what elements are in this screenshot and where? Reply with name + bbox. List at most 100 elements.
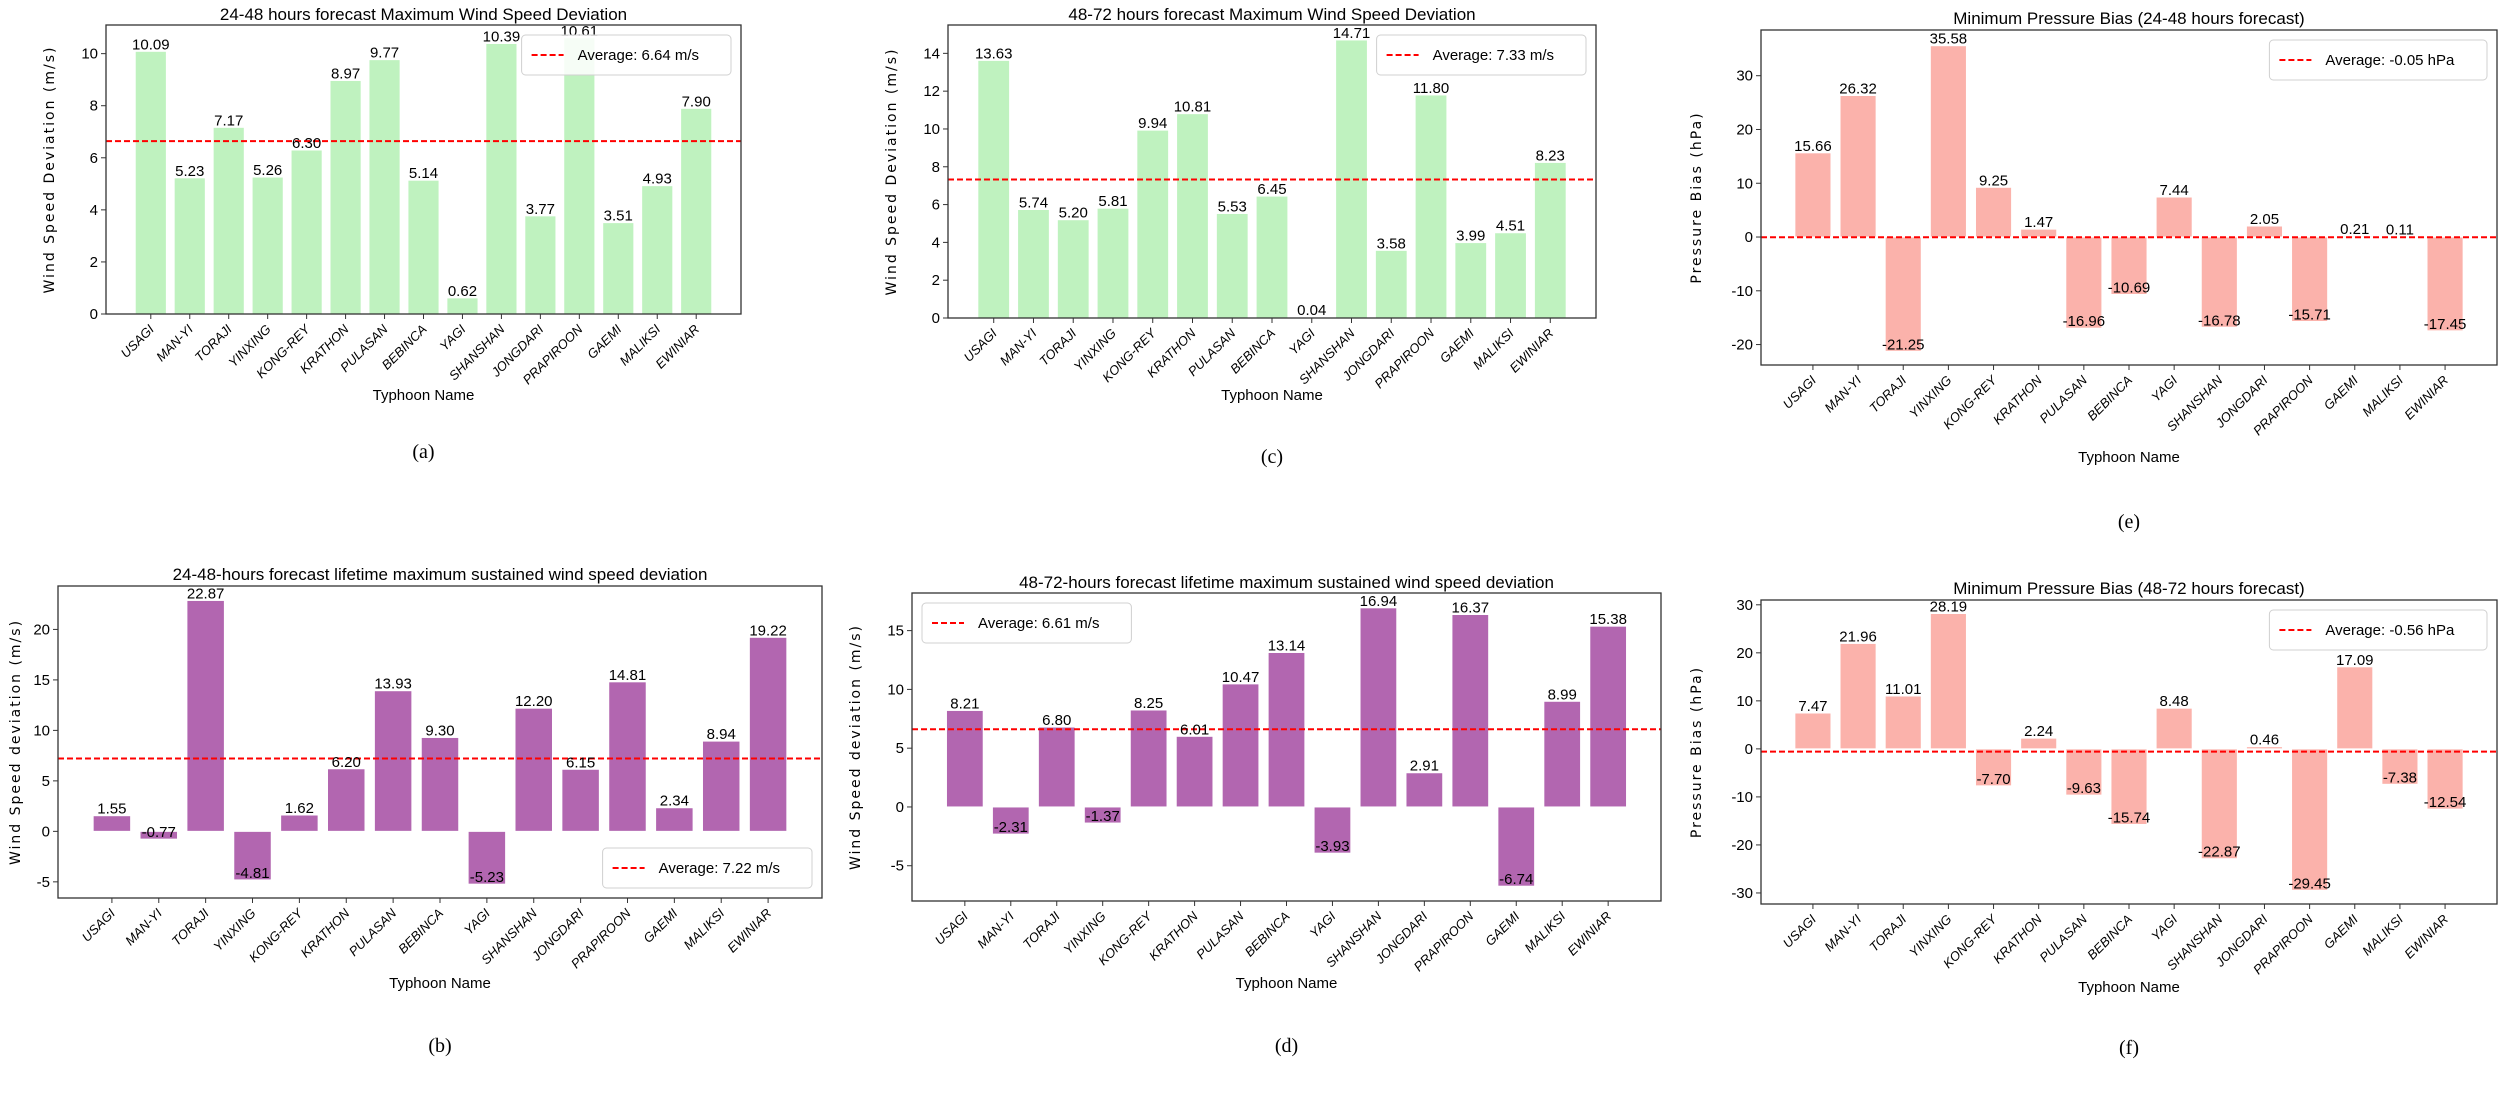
panel-label: (f): [2119, 1037, 2139, 1059]
x-axis-label: Typhoon Name: [389, 975, 491, 992]
bar-jongdari: [561, 768, 600, 832]
bar-value-label: 16.94: [1360, 593, 1398, 610]
bar-value-label: 7.90: [682, 93, 711, 110]
x-tick-label: USAGI: [1780, 911, 1819, 950]
bar-value-label: 19.22: [749, 622, 787, 639]
x-tick-label: KRATHON: [1990, 911, 2045, 966]
bar-value-label: 13.63: [975, 45, 1013, 62]
bar-value-label: -29.45: [2288, 875, 2331, 892]
y-tick-label: 4: [932, 234, 940, 251]
y-tick-label: -30: [1731, 885, 1753, 902]
bar-usagi: [134, 50, 167, 315]
x-tick-label: PULASAN: [2036, 372, 2090, 426]
bar-gaemi: [1454, 242, 1488, 319]
bar-gaemi: [655, 807, 694, 832]
bar-value-label: 2.34: [660, 793, 689, 810]
bar-maliksi: [641, 185, 674, 315]
bar-value-label: 10.81: [1174, 99, 1212, 116]
x-tick-label: GAEMI: [1482, 908, 1523, 949]
y-tick-label: 6: [90, 150, 98, 167]
panel-label: (b): [428, 1035, 451, 1057]
chart-a: 10.09 5.23 7.17 5.26 6.30 8.97 9.77 5.14 0.62 10.…: [42, 5, 742, 463]
y-tick-label: 30: [1736, 597, 1753, 614]
x-tick-label: MALIKSI: [2359, 911, 2406, 958]
bar-value-label: 8.21: [950, 695, 979, 712]
y-tick-label: -5: [891, 858, 904, 875]
bar-yagi: [467, 830, 507, 885]
x-tick-label: GAEMI: [2321, 372, 2362, 413]
y-tick-label: 10: [33, 722, 50, 739]
legend-label: Average: 7.22 m/s: [659, 860, 780, 877]
x-tick-label: KRATHON: [1146, 908, 1201, 963]
bar-bebinca: [2110, 748, 2148, 825]
x-tick-label: TORAJI: [1866, 372, 1909, 415]
bar-usagi: [1794, 712, 1832, 750]
legend: Average: 6.61 m/s: [921, 602, 1132, 644]
x-tick-label: YAGI: [461, 905, 493, 937]
x-axis-label: Typhoon Name: [1236, 975, 1338, 992]
bar-value-label: 1.55: [97, 801, 126, 818]
y-axis-label: Wind Speed Deviation (m/s): [884, 48, 900, 296]
bar-shanshan: [2200, 748, 2238, 860]
x-tick-label: YAGI: [437, 321, 469, 353]
y-tick-label: -20: [1731, 837, 1753, 854]
bar-kong-rey: [1974, 186, 2013, 238]
y-tick-label: 15: [887, 623, 904, 640]
y-tick-label: 10: [887, 681, 904, 698]
panel-label: (c): [1261, 446, 1283, 468]
bar-value-label: -12.54: [2424, 794, 2467, 811]
bar-value-label: 8.94: [707, 726, 736, 743]
bar-value-label: 5.53: [1218, 198, 1247, 215]
y-tick-label: 20: [1736, 121, 1753, 138]
bar-value-label: 10.39: [483, 28, 521, 45]
x-tick-label: EWINIAR: [724, 906, 774, 956]
y-tick-label: -10: [1731, 283, 1753, 300]
panel-label: (d): [1275, 1035, 1298, 1057]
x-tick-label: BEBINCA: [2084, 373, 2135, 424]
bar-jongdari: [1374, 249, 1408, 319]
y-tick-label: 10: [1736, 175, 1753, 192]
bar-value-label: 5.23: [175, 163, 204, 180]
bar-krathon: [2020, 737, 2058, 750]
x-tick-label: YAGI: [2148, 372, 2180, 404]
bar-yagi: [446, 297, 479, 315]
bar-value-label: 16.37: [1452, 600, 1490, 617]
bar-value-label: 13.14: [1268, 637, 1306, 654]
bar-jongdari: [1405, 772, 1444, 808]
legend-label: Average: 7.33 m/s: [1433, 47, 1554, 64]
y-tick-label: 20: [1736, 645, 1753, 662]
bar-kong-rey: [280, 814, 319, 832]
bar-yinxing: [1096, 207, 1130, 319]
y-tick-label: 30: [1736, 68, 1753, 85]
bar-bebinca: [2110, 236, 2148, 296]
bar-man-yi: [1839, 642, 1877, 750]
bar-maliksi: [2381, 748, 2419, 785]
bar-value-label: 0.62: [448, 283, 477, 300]
x-tick-label: TORAJI: [1866, 911, 1909, 954]
bar-value-label: -1.37: [1086, 808, 1120, 825]
y-tick-label: 0: [1745, 741, 1753, 758]
chart-title: Minimum Pressure Bias (48-72 hours forec…: [1953, 579, 2304, 598]
bar-shanshan: [1359, 607, 1398, 808]
bar-yinxing: [1929, 612, 1967, 750]
bar-prapiroon: [2291, 236, 2329, 322]
bar-maliksi: [2381, 235, 2419, 238]
bar-krathon: [329, 79, 362, 315]
x-tick-label: EWINIAR: [2401, 373, 2451, 423]
y-tick-label: 8: [932, 159, 940, 176]
chart-title: 24-48 hours forecast Maximum Wind Speed …: [220, 5, 627, 24]
bar-value-label: 3.58: [1377, 235, 1406, 252]
x-axis-label: Typhoon Name: [2078, 979, 2180, 996]
bar-value-label: 22.87: [187, 585, 225, 602]
legend: Average: 7.22 m/s: [602, 847, 813, 889]
bar-value-label: -16.96: [2063, 313, 2106, 330]
bar-value-label: 6.15: [566, 754, 595, 771]
y-tick-label: 8: [90, 98, 98, 115]
x-tick-label: MAN-YI: [1821, 372, 1864, 415]
y-axis-label: Wind Speed Deviation (m/s): [42, 46, 58, 294]
bar-value-label: 0.11: [2386, 221, 2414, 238]
bar-shanshan: [485, 42, 518, 315]
chart-title: 48-72-hours forecast lifetime maximum su…: [1019, 573, 1554, 592]
bar-man-yi: [173, 177, 206, 315]
x-tick-label: YAGI: [2148, 911, 2180, 943]
